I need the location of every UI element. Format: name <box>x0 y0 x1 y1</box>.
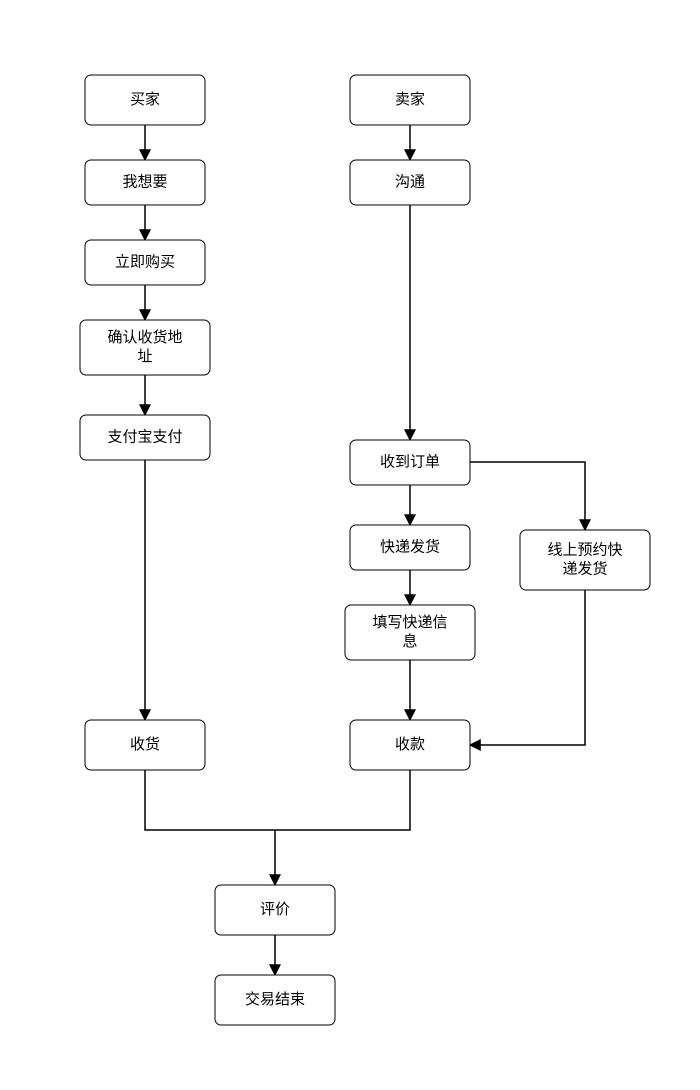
node-communicate: 沟通 <box>350 160 470 205</box>
edge-receive_order-online_book <box>470 462 585 530</box>
node-label: 立即购买 <box>115 253 175 270</box>
node-alipay: 支付宝支付 <box>80 415 210 460</box>
node-label: 买家 <box>130 91 160 108</box>
node-receive_goods: 收货 <box>85 720 205 770</box>
node-want: 我想要 <box>85 160 205 205</box>
node-end: 交易结束 <box>215 975 335 1025</box>
node-online_book: 线上预约快递发货 <box>520 530 650 590</box>
node-label: 评价 <box>260 901 290 918</box>
node-express_ship: 快递发货 <box>350 525 470 570</box>
node-label: 线上预约快 <box>547 542 622 559</box>
flowchart-diagram: 买家我想要立即购买确认收货地址支付宝支付收货 卖家沟通收到订单快递发货填写快递信息… <box>0 0 700 1090</box>
node-label: 沟通 <box>395 173 425 190</box>
node-review: 评价 <box>215 885 335 935</box>
node-label: 填写快递信 <box>372 614 447 631</box>
edge-receive_pay-merge_right <box>275 770 410 830</box>
node-seller: 卖家 <box>350 75 470 125</box>
node-label: 息 <box>402 633 417 650</box>
node-label: 确认收货地 <box>107 329 182 346</box>
node-label: 收到订单 <box>380 453 440 470</box>
node-label: 收货 <box>130 736 160 753</box>
node-label: 我想要 <box>122 173 167 190</box>
node-buy_now: 立即购买 <box>85 240 205 285</box>
node-label: 收款 <box>395 736 425 753</box>
node-label: 址 <box>137 348 152 365</box>
node-label: 交易结束 <box>245 990 305 1008</box>
node-confirm_addr: 确认收货地址 <box>80 320 210 375</box>
node-label: 递发货 <box>562 560 607 577</box>
node-buyer: 买家 <box>85 75 205 125</box>
node-receive_pay: 收款 <box>350 720 470 770</box>
node-label: 快递发货 <box>380 538 440 555</box>
node-label: 支付宝支付 <box>107 428 182 445</box>
node-fill_express: 填写快递信息 <box>345 605 475 660</box>
edge-online_book-receive_pay <box>470 590 585 745</box>
edge-receive_goods-merge_left <box>145 770 275 830</box>
node-receive_order: 收到订单 <box>350 440 470 485</box>
node-label: 卖家 <box>395 91 425 108</box>
